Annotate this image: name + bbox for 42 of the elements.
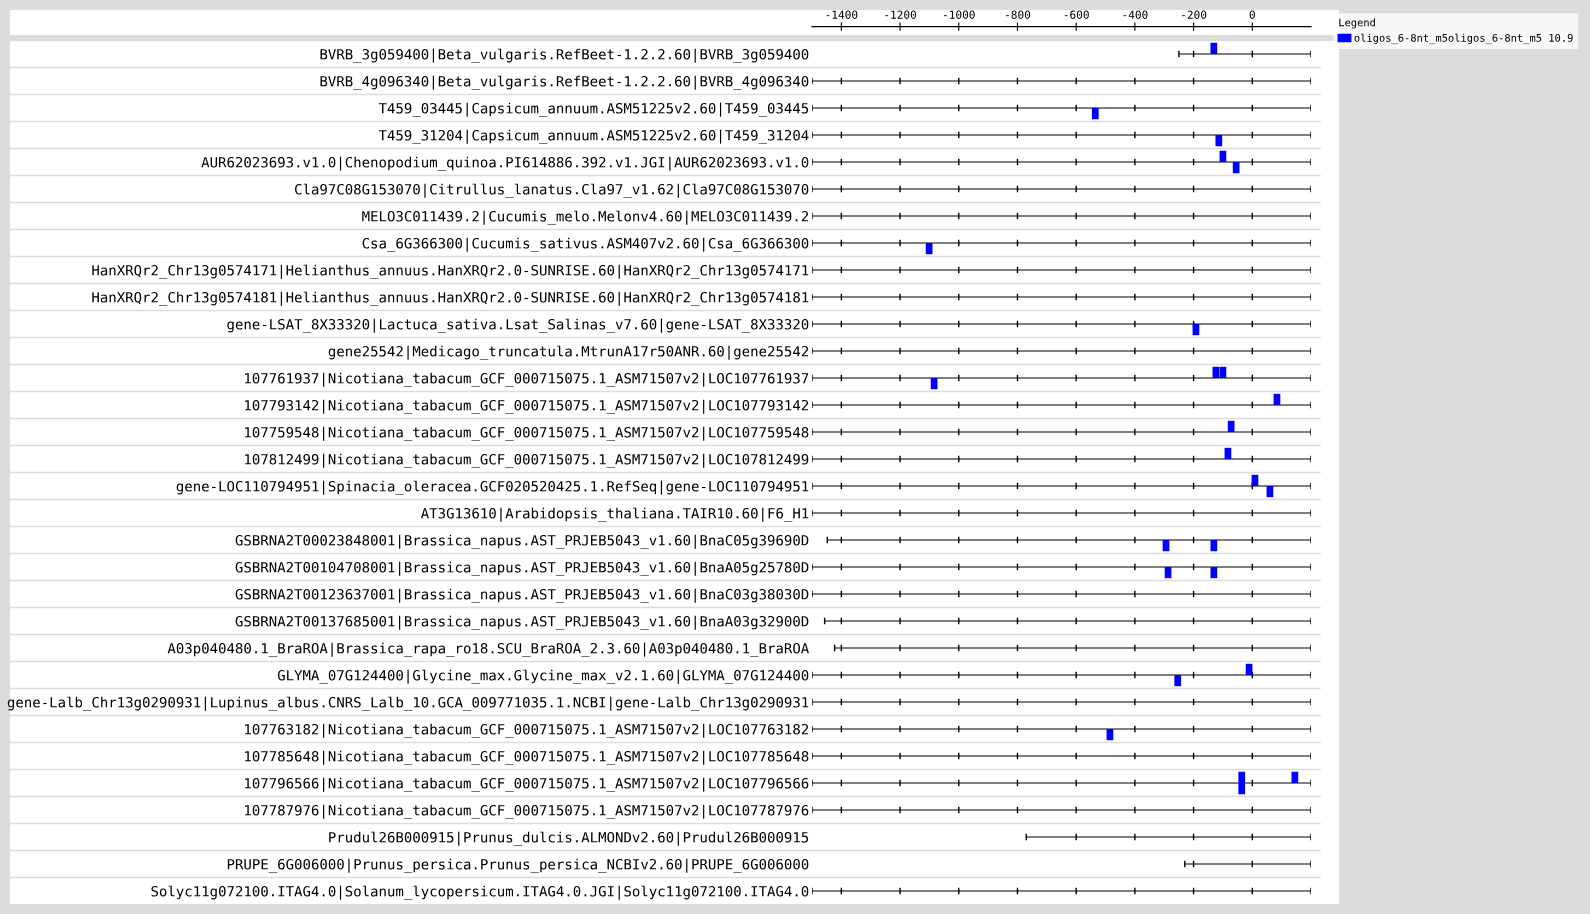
legend-title: Legend [1339,18,1375,29]
x-tick-label: -200 [1182,10,1207,19]
y-tick-label: GLYMA_07G124400|Glycine_max.Glycine_max_v2.1.60|GLYMA_07G124400 [277,669,809,684]
y-tick-label: Prudul26B000915|Prunus_dulcis.ALMONDv2.60|Prudul26B000915 [329,831,809,846]
y-tick-label: T459_03445|Capsicum_annuum.ASM51225v2.60|T459_03445 [378,102,809,117]
x-tick-label: -1400 [826,10,858,19]
y-tick-label: 107787976|Nicotiana_tabacum_GCF_000715075.1_ASM71507v2|LOC107787976 [245,804,809,819]
y-tick-label: Cla97C08G153070|Citrullus_lanatus.Cla97_v1.62|Cla97C08G153070 [295,183,809,198]
y-tick-label: GSBRNA2T00123637001|Brassica_napus.AST_PRJEB5043_v1.60|BnaC03g38030D [235,588,809,603]
y-tick-label: gene-Lalb_Chr13g0290931|Lupinus_albus.CNRS_Lalb_10.GCA_009771035.1.NCBI|gene-Lalb_Chr13g0290931 [7,696,809,711]
y-tick-label: PRUPE_6G006000|Prunus_persica.Prunus_persica_NCBIv2.60|PRUPE_6G006000 [227,858,809,873]
y-tick-label: T459_31204|Capsicum_annuum.ASM51225v2.60|T459_31204 [378,129,809,144]
y-tick-label: gene25542|Medicago_truncatula.MtrunA17r50ANR.60|gene25542 [328,345,809,360]
y-tick-label: Solyc11g072100.ITAG4.0|Solanum_lycopersicum.ITAG4.0.JGI|Solyc11g072100.ITAG4.0 [151,885,809,900]
y-tick-label: 107763182|Nicotiana_tabacum_GCF_000715075.1_ASM71507v2|LOC107763182 [245,723,809,738]
x-tick-label: -600 [1064,10,1089,19]
y-tick-label: MELO3C011439.2|Cucumis_melo.Melonv4.60|MELO3C011439.2 [362,210,809,225]
x-tick-label: 0 [1249,10,1255,19]
y-tick-label: 107785648|Nicotiana_tabacum_GCF_000715075.1_ASM71507v2|LOC107785648 [245,750,809,765]
y-tick-label: BVRB_3g059400|Beta_vulgaris.RefBeet-1.2.2.60|BVRB_3g059400 [320,48,809,63]
y-tick-label: 107793142|Nicotiana_tabacum_GCF_000715075.1_ASM71507v2|LOC107793142 [245,399,809,414]
y-tick-label: AT3G13610|Arabidopsis_thaliana.TAIR10.60|F6_H1 [421,507,809,522]
y-tick-label: GSBRNA2T00137685001|Brassica_napus.AST_PRJEB5043_v1.60|BnaA03g32900D [235,615,809,630]
x-tick-label: -400 [1123,10,1148,19]
y-tick-label: 107759548|Nicotiana_tabacum_GCF_000715075.1_ASM71507v2|LOC107759548 [245,426,809,441]
y-tick-label: HanXRQr2_Chr13g0574181|Helianthus_annuus.HanXRQr2.0-SUNRISE.60|HanXRQr2_Chr13g0574181 [92,291,809,306]
legend-label: oligos_6-8nt_m5oligos_6-8nt_m5 10.9 [1354,33,1573,45]
y-tick-label: 107812499|Nicotiana_tabacum_GCF_000715075.1_ASM71507v2|LOC107812499 [245,453,809,468]
y-tick-label: 107796566|Nicotiana_tabacum_GCF_000715075.1_ASM71507v2|LOC107796566 [245,777,809,792]
y-tick-label: A03p040480.1_BraROA|Brassica_rapa_ro18.SCU_BraROA_2.3.60|A03p040480.1_BraROA [167,642,809,657]
x-tick-label: -1200 [885,10,917,19]
y-tick-label: 107761937|Nicotiana_tabacum_GCF_000715075.1_ASM71507v2|LOC107761937 [245,372,809,387]
x-tick-label: -1000 [943,10,975,19]
y-tick-label: Csa_6G366300|Cucumis_sativus.ASM407v2.60|Csa_6G366300 [362,237,809,252]
x-tick-label: -800 [1006,10,1031,19]
y-tick-label: gene-LSAT_8X33320|Lactuca_sativa.Lsat_Salinas_v7.60|gene-LSAT_8X33320 [227,318,809,333]
y-tick-label: GSBRNA2T00104708001|Brassica_napus.AST_PRJEB5043_v1.60|BnaA05g25780D [235,561,809,576]
y-tick-label: HanXRQr2_Chr13g0574171|Helianthus_annuus.HanXRQr2.0-SUNRISE.60|HanXRQr2_Chr13g0574171 [92,264,809,279]
y-tick-label: GSBRNA2T00023848001|Brassica_napus.AST_PRJEB5043_v1.60|BnaC05g39690D [235,534,809,549]
y-tick-label: gene-LOC110794951|Spinacia_oleracea.GCF020520425.1.RefSeq|gene-LOC110794951 [176,480,809,495]
y-tick-label: AUR62023693.v1.0|Chenopodium_quinoa.PI614886.392.v1.JGI|AUR62023693.v1.0 [201,156,809,171]
y-tick-label: BVRB_4g096340|Beta_vulgaris.RefBeet-1.2.2.60|BVRB_4g096340 [320,75,809,90]
